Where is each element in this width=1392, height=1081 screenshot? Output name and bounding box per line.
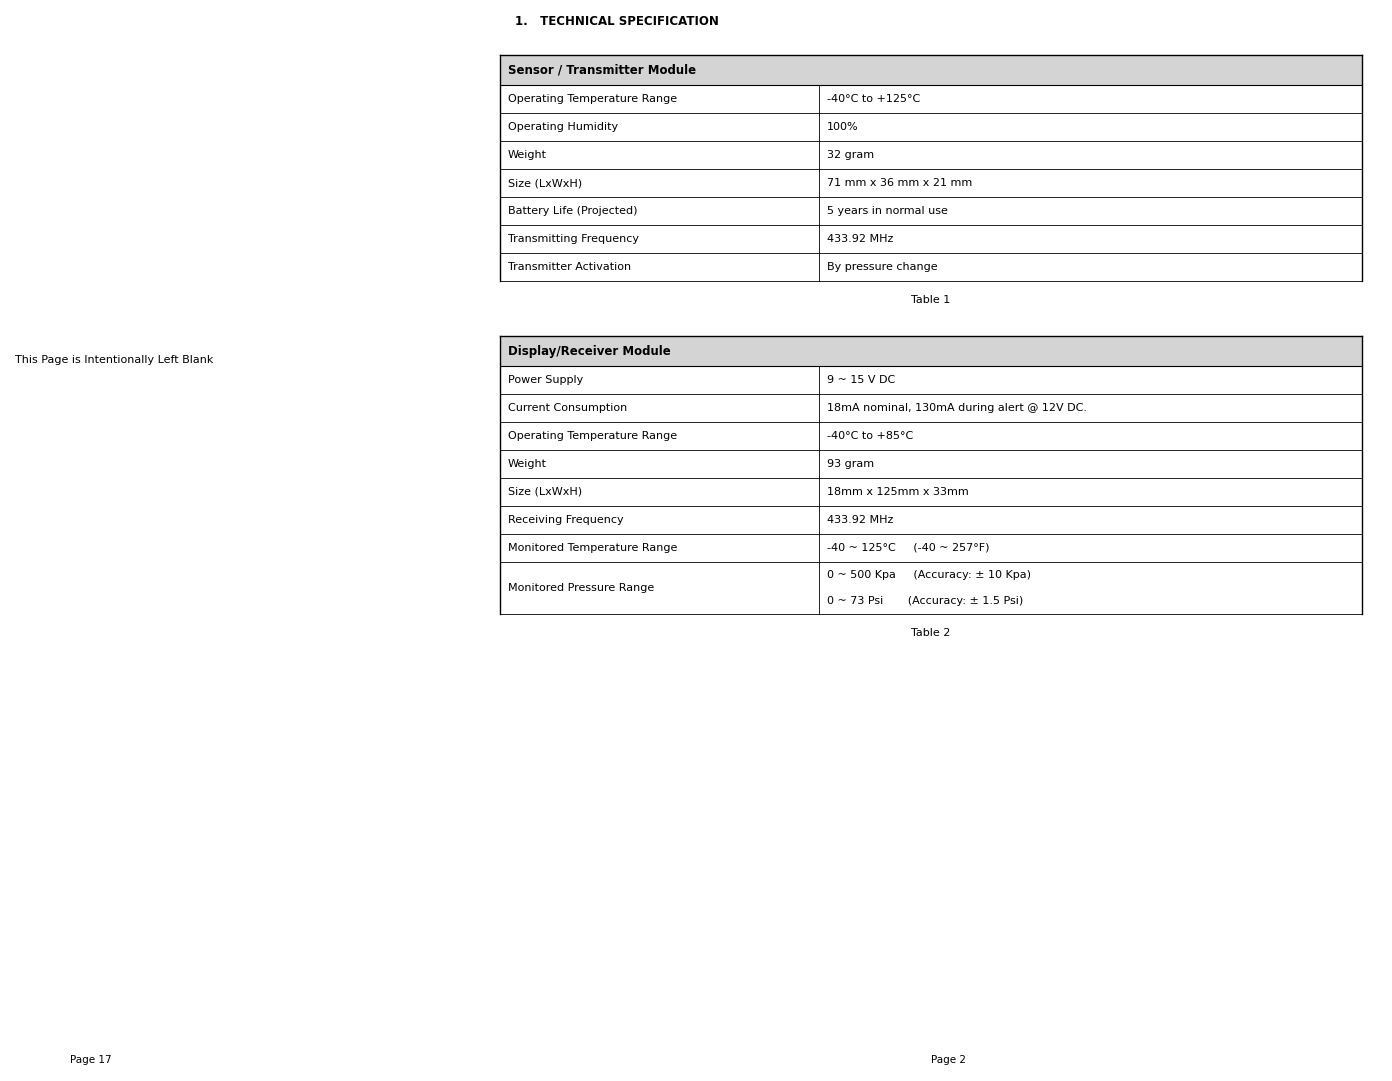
Text: Page 17: Page 17	[70, 1055, 111, 1065]
Text: Battery Life (Projected): Battery Life (Projected)	[508, 206, 638, 216]
Text: Weight: Weight	[508, 459, 547, 469]
Text: -40°C to +125°C: -40°C to +125°C	[827, 94, 920, 104]
Text: Monitored Temperature Range: Monitored Temperature Range	[508, 543, 678, 553]
Text: This Page is Intentionally Left Blank: This Page is Intentionally Left Blank	[15, 355, 213, 365]
Bar	[500, 55, 1361, 85]
Text: Receiving Frequency: Receiving Frequency	[508, 515, 624, 525]
Text: Display/Receiver Module: Display/Receiver Module	[508, 345, 671, 358]
Text: Current Consumption: Current Consumption	[508, 403, 628, 413]
Text: By pressure change: By pressure change	[827, 262, 938, 272]
Text: Size (LxWxH): Size (LxWxH)	[508, 488, 582, 497]
Text: Sensor / Transmitter Module: Sensor / Transmitter Module	[508, 64, 696, 77]
Text: Operating Temperature Range: Operating Temperature Range	[508, 94, 677, 104]
Text: 32 gram: 32 gram	[827, 150, 874, 160]
Text: Operating Humidity: Operating Humidity	[508, 122, 618, 132]
Text: 9 ~ 15 V DC: 9 ~ 15 V DC	[827, 375, 895, 385]
Text: Size (LxWxH): Size (LxWxH)	[508, 178, 582, 188]
Text: 5 years in normal use: 5 years in normal use	[827, 206, 948, 216]
Text: Transmitter Activation: Transmitter Activation	[508, 262, 631, 272]
Text: 18mm x 125mm x 33mm: 18mm x 125mm x 33mm	[827, 488, 969, 497]
Text: 1.   TECHNICAL SPECIFICATION: 1. TECHNICAL SPECIFICATION	[515, 15, 718, 28]
Text: Table 2: Table 2	[912, 628, 951, 638]
Text: -40 ~ 125°C     (-40 ~ 257°F): -40 ~ 125°C (-40 ~ 257°F)	[827, 543, 990, 553]
Text: Transmitting Frequency: Transmitting Frequency	[508, 233, 639, 244]
Text: 433.92 MHz: 433.92 MHz	[827, 515, 894, 525]
Text: Power Supply: Power Supply	[508, 375, 583, 385]
Text: 18mA nominal, 130mA during alert @ 12V DC.: 18mA nominal, 130mA during alert @ 12V D…	[827, 403, 1087, 413]
Text: 433.92 MHz: 433.92 MHz	[827, 233, 894, 244]
Bar	[500, 336, 1361, 366]
Text: 71 mm x 36 mm x 21 mm: 71 mm x 36 mm x 21 mm	[827, 178, 972, 188]
Text: 100%: 100%	[827, 122, 859, 132]
Text: Weight: Weight	[508, 150, 547, 160]
Text: 93 gram: 93 gram	[827, 459, 874, 469]
Text: Operating Temperature Range: Operating Temperature Range	[508, 431, 677, 441]
Text: Monitored Pressure Range: Monitored Pressure Range	[508, 583, 654, 593]
Text: 0 ~ 73 Psi       (Accuracy: ± 1.5 Psi): 0 ~ 73 Psi (Accuracy: ± 1.5 Psi)	[827, 596, 1023, 606]
Text: 0 ~ 500 Kpa     (Accuracy: ± 10 Kpa): 0 ~ 500 Kpa (Accuracy: ± 10 Kpa)	[827, 570, 1031, 580]
Text: Table 1: Table 1	[912, 295, 951, 305]
Text: -40°C to +85°C: -40°C to +85°C	[827, 431, 913, 441]
Text: Page 2: Page 2	[931, 1055, 966, 1065]
